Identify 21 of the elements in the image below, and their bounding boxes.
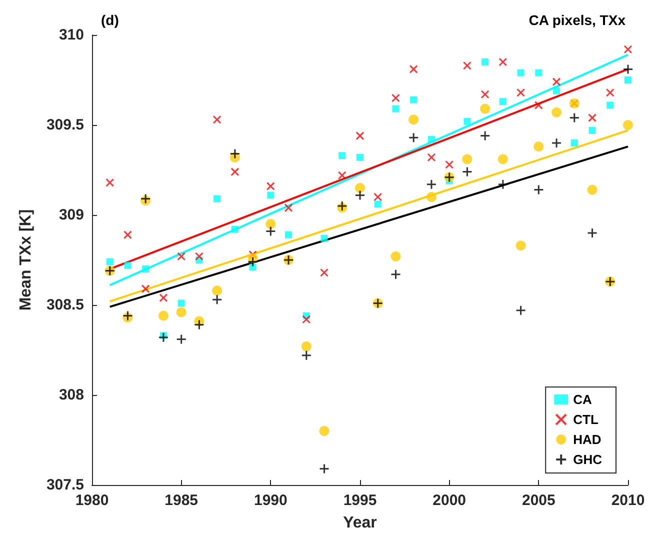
y-tick-label: 310 [58, 26, 84, 44]
y-tick-label: 308 [58, 386, 84, 404]
x-axis-title: Year [343, 514, 377, 532]
x-tick-label: 1990 [254, 492, 288, 509]
y-tick-label: 309.5 [46, 116, 84, 134]
text: (d) [101, 12, 119, 28]
x-tick-label: 2005 [522, 492, 556, 509]
legend-label: CTL [573, 412, 598, 427]
x-tick-label: 1980 [75, 492, 109, 509]
y-tick-label: 309 [58, 206, 84, 224]
x-tick-label: 1985 [164, 492, 198, 509]
x-tick-label: 2010 [611, 492, 645, 509]
chart-title: CA pixels, TXx [528, 12, 626, 28]
x-tick-label: 2000 [432, 492, 466, 509]
y-tick-label: 307.5 [46, 476, 84, 494]
y-tick-label: 308.5 [46, 296, 84, 314]
legend-label: CA [573, 392, 592, 407]
x-tick-label: 1995 [343, 492, 377, 509]
y-axis-title: Mean TXx [K] [18, 209, 34, 311]
legend-label: GHC [573, 452, 603, 467]
legend-label: HAD [573, 432, 602, 447]
